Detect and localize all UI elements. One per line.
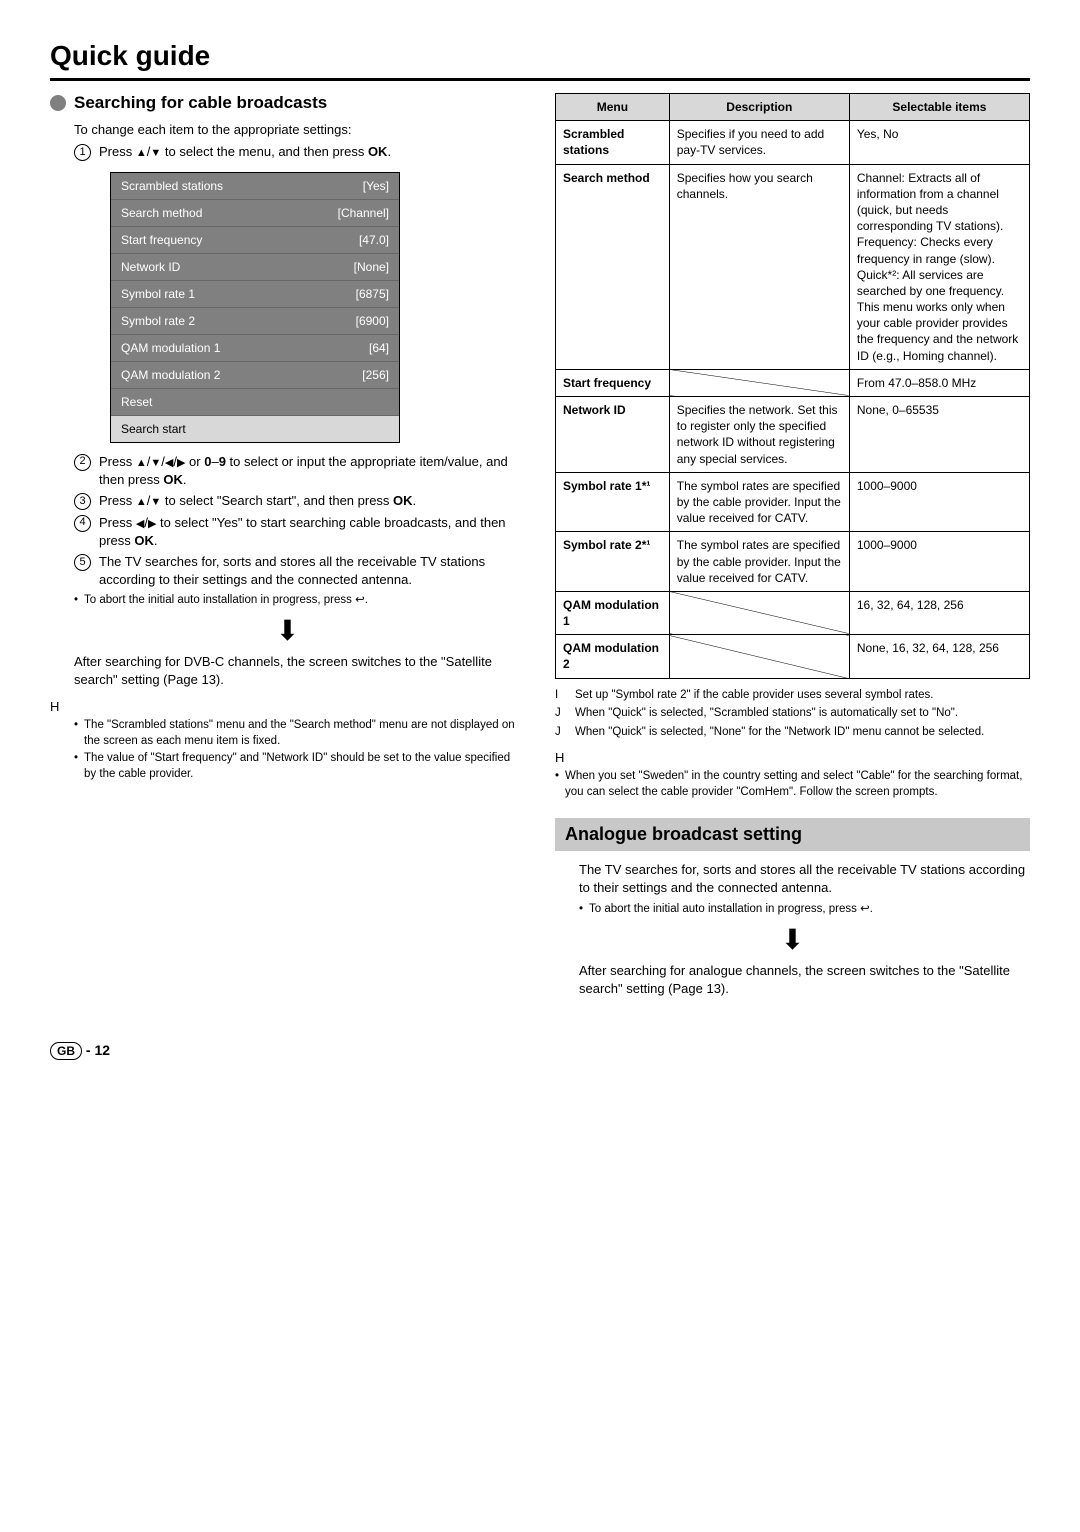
- menu-row-qam1[interactable]: QAM modulation 1[64]: [111, 335, 399, 362]
- step-2: 2 Press ▲/▼/◀/▶ or 0–9 to select or inpu…: [74, 453, 525, 490]
- two-column-layout: Searching for cable broadcasts To change…: [50, 93, 1030, 1002]
- step-number: 4: [74, 515, 91, 532]
- menu-row-search-start[interactable]: Search start: [111, 416, 399, 442]
- cable-heading-text: Searching for cable broadcasts: [74, 93, 327, 113]
- menu-row-search-method[interactable]: Search method[Channel]: [111, 200, 399, 227]
- step-text: Press ▲/▼ to select the menu, and then p…: [99, 143, 525, 161]
- note-bullet: •When you set "Sweden" in the country se…: [555, 769, 1030, 800]
- note-bullet: •The value of "Start frequency" and "Net…: [74, 751, 525, 782]
- menu-row-qam2[interactable]: QAM modulation 2[256]: [111, 362, 399, 389]
- menu-row-start-freq[interactable]: Start frequency[47.0]: [111, 227, 399, 254]
- table-row: Scrambled stations Specifies if you need…: [556, 121, 1030, 164]
- step-number: 5: [74, 554, 91, 571]
- footnote: JWhen "Quick" is selected, "None" for th…: [555, 725, 1030, 741]
- menu-row-network-id[interactable]: Network ID[None]: [111, 254, 399, 281]
- step-3: 3 Press ▲/▼ to select "Search start", an…: [74, 492, 525, 510]
- step-number: 3: [74, 493, 91, 510]
- bullet-icon: [50, 95, 66, 111]
- note-bullet: •The "Scrambled stations" menu and the "…: [74, 718, 525, 749]
- table-header-row: Menu Description Selectable items: [556, 94, 1030, 121]
- step-text: Press ▲/▼/◀/▶ or 0–9 to select or input …: [99, 453, 525, 490]
- menu-row-symbol2[interactable]: Symbol rate 2[6900]: [111, 308, 399, 335]
- menu-row-symbol1[interactable]: Symbol rate 1[6875]: [111, 281, 399, 308]
- right-column: Menu Description Selectable items Scramb…: [555, 93, 1030, 1002]
- step-4: 4 Press ◀/▶ to select "Yes" to start sea…: [74, 514, 525, 551]
- table-row: Search method Specifies how you search c…: [556, 164, 1030, 369]
- cable-heading: Searching for cable broadcasts: [50, 93, 525, 113]
- table-row: Symbol rate 1*¹ The symbol rates are spe…: [556, 472, 1030, 532]
- step-text: Press ▲/▼ to select "Search start", and …: [99, 492, 525, 510]
- table-row: QAM modulation 1 16, 32, 64, 128, 256: [556, 591, 1030, 634]
- abort-note: •To abort the initial auto installation …: [74, 593, 525, 609]
- analogue-heading: Analogue broadcast setting: [555, 818, 1030, 851]
- step-number: 1: [74, 144, 91, 161]
- step-1: 1 Press ▲/▼ to select the menu, and then…: [74, 143, 525, 161]
- table-row: QAM modulation 2 None, 16, 32, 64, 128, …: [556, 635, 1030, 678]
- note-marker: H: [50, 699, 525, 714]
- table-row: Symbol rate 2*¹ The symbol rates are spe…: [556, 532, 1030, 592]
- after-search-text: After searching for DVB-C channels, the …: [74, 653, 525, 689]
- intro-text: To change each item to the appropriate s…: [74, 121, 525, 139]
- analogue-after-text: After searching for analogue channels, t…: [579, 962, 1030, 998]
- description-table: Menu Description Selectable items Scramb…: [555, 93, 1030, 679]
- step-number: 2: [74, 454, 91, 471]
- step-5: 5 The TV searches for, sorts and stores …: [74, 553, 525, 589]
- abort-note: •To abort the initial auto installation …: [579, 902, 1030, 918]
- note-marker: H: [555, 750, 1030, 765]
- table-row: Start frequency From 47.0–858.0 MHz: [556, 369, 1030, 396]
- step-text: The TV searches for, sorts and stores al…: [99, 553, 525, 589]
- th-sel: Selectable items: [849, 94, 1029, 121]
- th-desc: Description: [669, 94, 849, 121]
- footnote: JWhen "Quick" is selected, "Scrambled st…: [555, 706, 1030, 722]
- menu-row-scrambled[interactable]: Scrambled stations[Yes]: [111, 173, 399, 200]
- page-number: 12: [94, 1042, 110, 1058]
- region-badge: GB: [50, 1042, 82, 1060]
- arrow-down-icon: ⬇: [555, 923, 1030, 956]
- step-text: Press ◀/▶ to select "Yes" to start searc…: [99, 514, 525, 551]
- arrow-down-icon: ⬇: [50, 614, 525, 647]
- footnote: ISet up "Symbol rate 2" if the cable pro…: [555, 688, 1030, 704]
- menu-row-reset[interactable]: Reset: [111, 389, 399, 416]
- th-menu: Menu: [556, 94, 670, 121]
- table-row: Network ID Specifies the network. Set th…: [556, 397, 1030, 473]
- page-footer: GB - 12: [50, 1042, 1030, 1058]
- settings-menu: Scrambled stations[Yes] Search method[Ch…: [110, 172, 400, 443]
- analogue-text: The TV searches for, sorts and stores al…: [579, 861, 1030, 897]
- left-column: Searching for cable broadcasts To change…: [50, 93, 525, 1002]
- page-title: Quick guide: [50, 40, 1030, 81]
